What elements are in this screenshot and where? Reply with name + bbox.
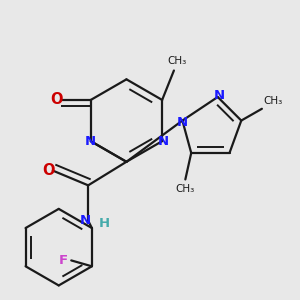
Text: N: N: [80, 214, 91, 227]
Text: O: O: [42, 163, 55, 178]
Text: CH₃: CH₃: [263, 96, 283, 106]
Text: N: N: [214, 89, 225, 102]
Text: CH₃: CH₃: [176, 184, 195, 194]
Text: H: H: [98, 217, 110, 230]
Text: O: O: [51, 92, 63, 107]
Text: F: F: [59, 254, 68, 267]
Text: CH₃: CH₃: [167, 56, 187, 66]
Text: N: N: [177, 116, 188, 128]
Text: N: N: [158, 135, 169, 148]
Text: N: N: [85, 135, 96, 148]
